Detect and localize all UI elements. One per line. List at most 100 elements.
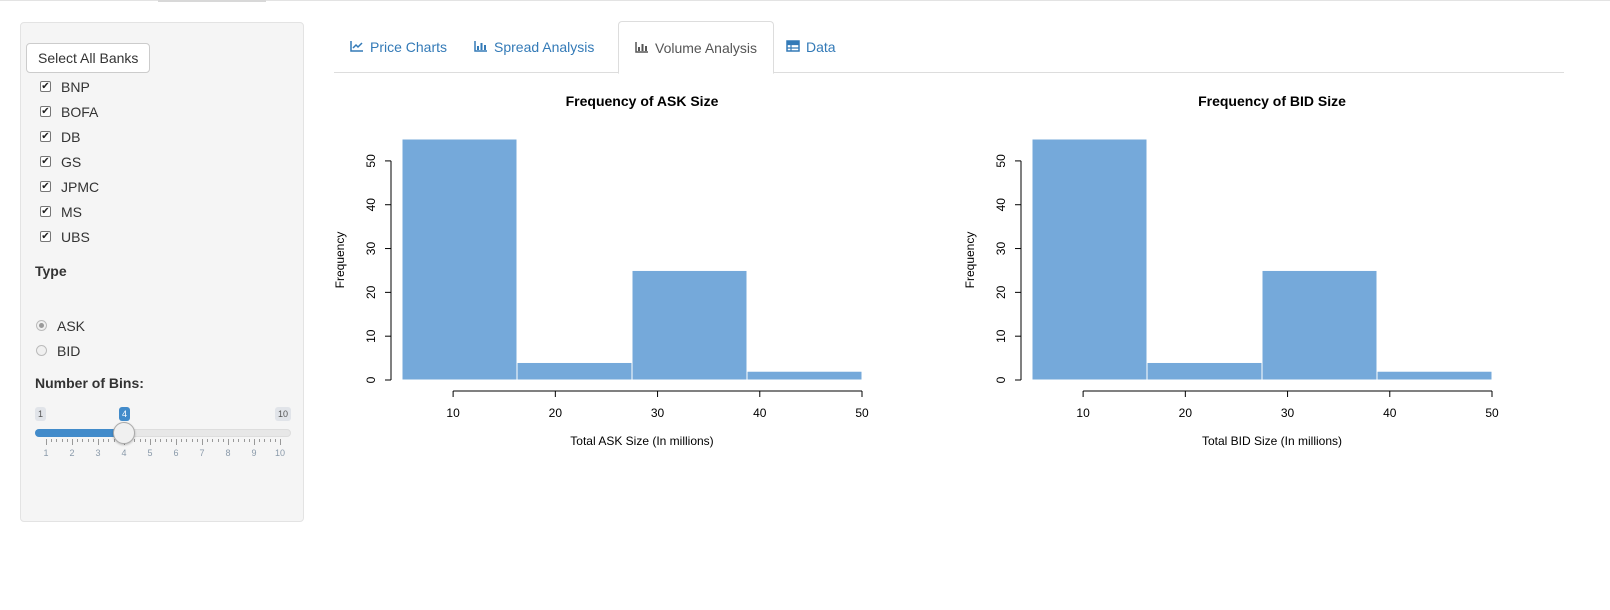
y-tick-label: 40 — [994, 198, 1008, 212]
slider-tick — [274, 439, 276, 442]
slider-tick-label: 6 — [173, 448, 179, 458]
slider-tick — [92, 439, 94, 442]
radio-selected-icon[interactable] — [36, 320, 47, 331]
slider-tick — [269, 439, 271, 442]
x-tick-label: 20 — [1179, 406, 1193, 420]
slider-tick — [155, 439, 157, 442]
slider-tick — [259, 439, 261, 442]
bar-chart-icon — [635, 40, 649, 56]
checkbox-checked-icon[interactable]: ✔ — [40, 155, 51, 167]
x-tick-label: 50 — [855, 406, 869, 420]
bank-checkbox-item[interactable]: ✔ BOFA — [40, 99, 99, 124]
slider-tick — [87, 439, 89, 442]
slider-handle[interactable] — [113, 422, 135, 444]
histogram-bar — [631, 269, 748, 381]
slider-tick-label: 1 — [43, 448, 49, 458]
bins-slider[interactable]: 1 10 4 1 2 3 4 5 6 7 8 9 10 — [35, 407, 291, 467]
slider-tick — [61, 439, 63, 442]
select-all-banks-button[interactable]: Select All Banks — [26, 43, 151, 73]
histogram-bar — [401, 138, 518, 381]
slider-tick — [186, 439, 188, 442]
y-tick-label: 20 — [364, 285, 378, 299]
bank-checkbox-item[interactable]: ✔ BNP — [40, 74, 99, 99]
y-tick-label: 30 — [994, 242, 1008, 256]
tab-bar: Price Charts Spread Analysis Volume Anal… — [334, 21, 1564, 74]
histogram-bar — [516, 361, 633, 381]
slider-fill — [35, 429, 124, 437]
bank-label: BNP — [61, 78, 90, 95]
y-tick-label: 0 — [994, 376, 1008, 383]
chart-title: Frequency of ASK Size — [566, 93, 719, 109]
checkbox-checked-icon[interactable]: ✔ — [40, 130, 51, 142]
slider-tick — [103, 439, 105, 442]
slider-tick — [233, 439, 235, 442]
bank-checkbox-item[interactable]: ✔ GS — [40, 149, 99, 174]
checkbox-checked-icon[interactable]: ✔ — [40, 180, 51, 192]
tab-label: Spread Analysis — [494, 39, 595, 55]
bank-checkbox-item[interactable]: ✔ JPMC — [40, 174, 99, 199]
slider-tick — [176, 439, 177, 445]
bank-label: BOFA — [61, 103, 99, 120]
bid-histogram-svg: Frequency of BID Size 10 20 30 40 50 Total BID… — [964, 93, 1499, 448]
tab-spread-analysis[interactable]: Spread Analysis — [458, 21, 610, 73]
bank-label: UBS — [61, 228, 90, 245]
checkbox-checked-icon[interactable]: ✔ — [40, 230, 51, 242]
tab-label: Price Charts — [370, 39, 448, 55]
slider-tick — [134, 439, 136, 442]
x-tick-label: 30 — [1281, 406, 1295, 420]
ask-histogram-svg: Frequency of ASK Size 10 20 30 40 50 Total ASK… — [334, 93, 869, 448]
slider-tick — [56, 439, 58, 442]
x-tick-label: 50 — [1485, 406, 1499, 420]
slider-tick — [72, 439, 73, 445]
histogram-bar — [1031, 138, 1148, 381]
slider-tick — [160, 439, 162, 442]
bank-checkbox-item[interactable]: ✔ MS — [40, 199, 99, 224]
checkbox-checked-icon[interactable]: ✔ — [40, 205, 51, 217]
slider-tick-label: 2 — [69, 448, 75, 458]
x-tick-label: 40 — [1383, 406, 1397, 420]
slider-tick — [77, 439, 79, 442]
slider-tick — [238, 439, 240, 442]
tab-data[interactable]: Data — [770, 21, 852, 73]
radio-unselected-icon[interactable] — [36, 345, 47, 356]
x-tick-label: 20 — [549, 406, 563, 420]
slider-tick — [202, 439, 203, 445]
bank-checkbox-item[interactable]: ✔ DB — [40, 124, 99, 149]
slider-tick-label: 9 — [251, 448, 257, 458]
slider-tick-label: 8 — [225, 448, 231, 458]
slider-tick — [165, 439, 167, 442]
slider-tick — [170, 439, 172, 442]
checkbox-checked-icon[interactable]: ✔ — [40, 80, 51, 92]
histogram-bar — [1146, 361, 1263, 381]
bank-label: GS — [61, 153, 82, 170]
x-tick-label: 30 — [651, 406, 665, 420]
radio-label: BID — [57, 342, 81, 359]
slider-tick — [82, 439, 84, 442]
radio-label: ASK — [57, 317, 86, 334]
line-chart-icon — [350, 39, 364, 55]
slider-tick — [248, 439, 250, 442]
x-tick-label: 10 — [446, 406, 460, 420]
table-icon — [786, 39, 800, 55]
y-tick-label: 30 — [364, 242, 378, 256]
radio-ask[interactable]: ASK — [36, 313, 85, 338]
tab-price-charts[interactable]: Price Charts — [334, 21, 463, 73]
slider-tick — [139, 439, 141, 442]
x-axis-label: Total ASK Size (In millions) — [570, 434, 713, 448]
bank-checkbox-item[interactable]: ✔ UBS — [40, 224, 99, 249]
y-tick-label: 50 — [364, 154, 378, 168]
ask-size-histogram: Frequency of ASK Size 10 20 30 40 50 Total ASK… — [334, 80, 964, 480]
tab-volume-analysis[interactable]: Volume Analysis — [618, 21, 774, 74]
slider-tick — [191, 439, 193, 442]
slider-tick — [207, 439, 209, 442]
y-tick-label: 50 — [994, 154, 1008, 168]
radio-bid[interactable]: BID — [36, 338, 85, 363]
type-label: Type — [35, 263, 67, 279]
checkbox-checked-icon[interactable]: ✔ — [40, 105, 51, 117]
histogram-bar — [1376, 370, 1493, 381]
slider-tick — [108, 439, 110, 442]
bid-size-histogram: Frequency of BID Size 10 20 30 40 50 Total BID… — [964, 80, 1594, 480]
slider-tick — [51, 439, 53, 442]
slider-tick — [254, 439, 255, 445]
slider-tick — [113, 439, 115, 442]
